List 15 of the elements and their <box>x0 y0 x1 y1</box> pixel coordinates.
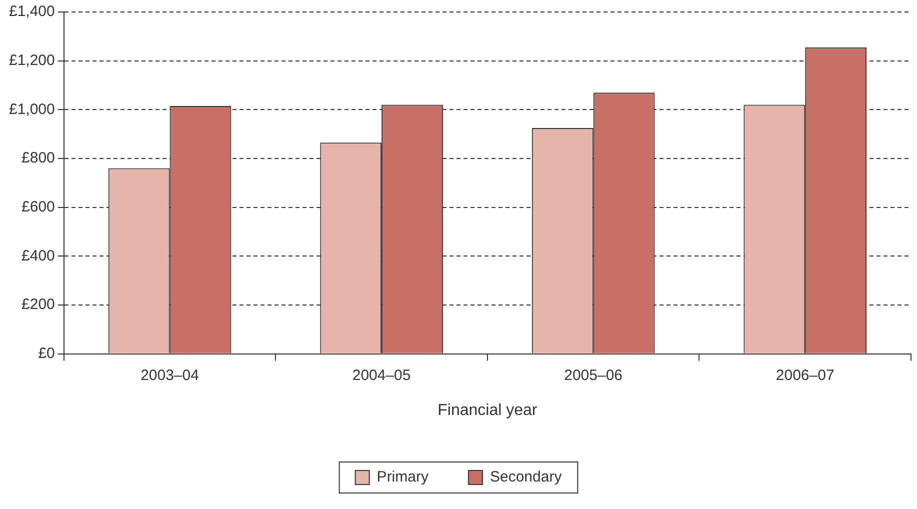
y-tick-label: £600 <box>22 198 55 216</box>
y-tick-label: £800 <box>22 150 55 167</box>
x-tick-label: 2006–07 <box>776 366 834 384</box>
x-tick-label: 2005–06 <box>564 366 623 384</box>
y-tick-label: £1,400 <box>8 3 55 20</box>
y-tick-label: £0 <box>38 344 55 362</box>
y-tick-label: £400 <box>22 247 55 264</box>
y-tick-label: £1,200 <box>8 52 55 69</box>
y-tick-label: £1,000 <box>8 100 55 118</box>
x-tick-label: 2003–04 <box>140 366 199 384</box>
x-axis-title: Financial year <box>438 402 538 419</box>
legend-label: Secondary <box>490 468 562 486</box>
y-tick-label: £200 <box>22 296 55 314</box>
legend-label: Primary <box>376 468 429 486</box>
x-tick-label: 2004–05 <box>352 366 411 384</box>
